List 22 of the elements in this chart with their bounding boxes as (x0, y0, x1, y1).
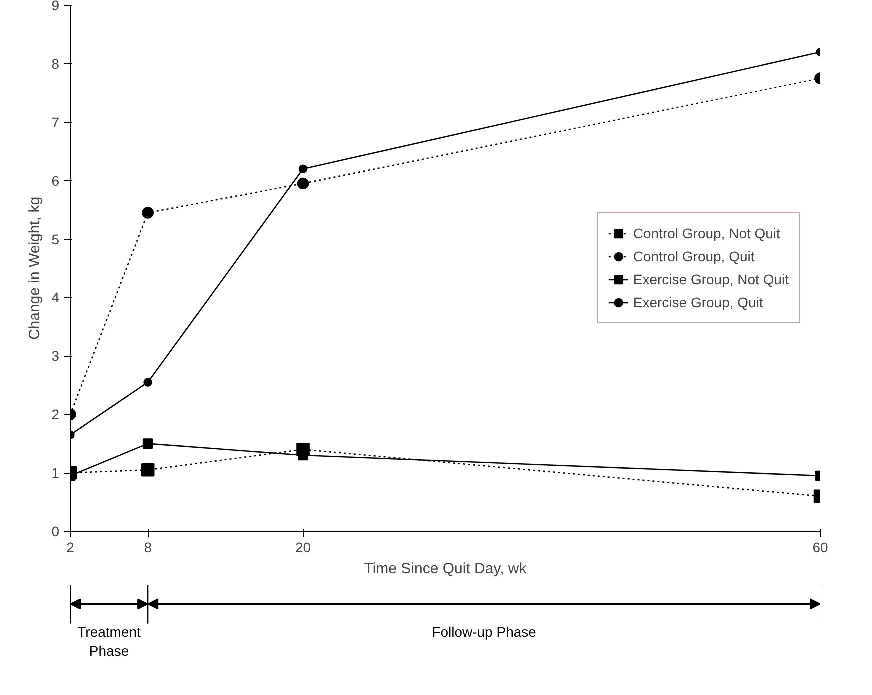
x-axis-title: Time Since Quit Day, wk (364, 560, 528, 578)
y-tick-label: 7 (52, 114, 60, 130)
x-tick-label: 8 (144, 540, 152, 556)
y-tick-label: 2 (52, 406, 60, 423)
x-tick-label: 60 (812, 540, 828, 556)
y-tick-label: 9 (52, 0, 60, 14)
y-tick-label: 0 (52, 524, 60, 540)
legend-label: Exercise Group, Not Quit (633, 272, 789, 288)
y-tick-label: 3 (52, 348, 60, 364)
y-tick-label: 6 (52, 172, 60, 189)
legend-label: Control Group, Not Quit (633, 226, 780, 242)
x-tick-label: 2 (66, 540, 75, 556)
y-axis-title: Change in Weight, kg (26, 196, 44, 340)
y-tick-label: 1 (52, 465, 60, 482)
legend-label: Exercise Group, Quit (633, 294, 764, 310)
text: Treatment Phase (78, 624, 142, 659)
y-tick-label: 8 (52, 56, 60, 72)
legend-label: Control Group, Quit (633, 248, 755, 264)
y-tick-label: 4 (52, 290, 60, 306)
y-tick-label: 5 (52, 231, 60, 248)
text: Follow-up Phase (432, 624, 537, 640)
x-tick-label: 20 (295, 540, 312, 556)
